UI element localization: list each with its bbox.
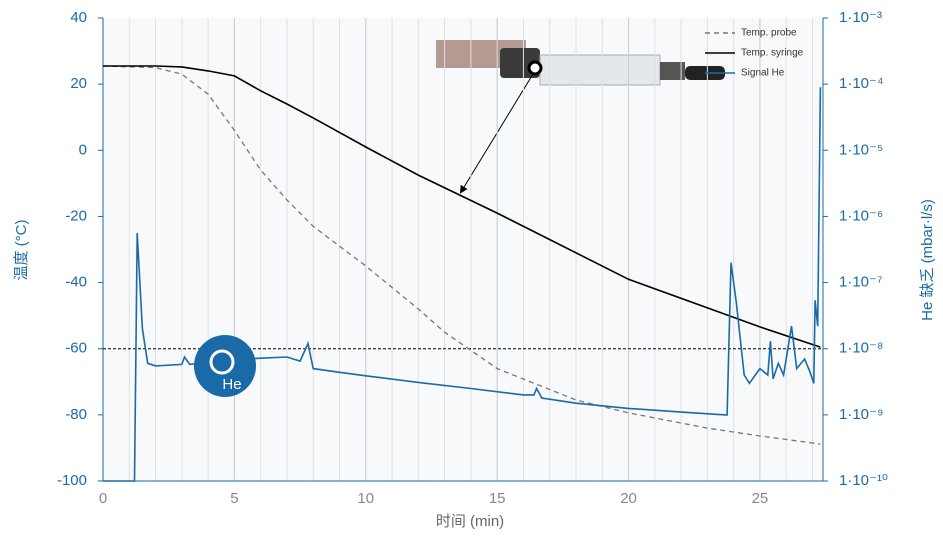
y-tick-label: -20	[65, 207, 87, 224]
icon-label: He	[222, 376, 241, 393]
series-line	[103, 65, 821, 348]
y2-tick-label: 1·10⁻⁷	[839, 274, 882, 291]
x-tick-label: 5	[230, 490, 238, 507]
x-tick-label: 15	[489, 490, 506, 507]
y2-tick-label: 1·10⁻¹⁰	[839, 472, 888, 489]
y-axis-label: 温度 (°C)	[13, 220, 30, 281]
x-tick-label: 0	[99, 490, 107, 507]
x-tick-label: 20	[620, 490, 637, 507]
y-tick-label: -100	[57, 472, 87, 489]
x-axis-label: 时间 (min)	[436, 513, 504, 530]
series-line	[103, 87, 822, 482]
y2-tick-label: 1·10⁻⁹	[839, 406, 883, 423]
he-icon: He	[194, 335, 256, 397]
y2-tick-label: 1·10⁻⁸	[839, 340, 883, 357]
y2-tick-label: 1·10⁻⁴	[839, 75, 883, 92]
y2-tick-label: 1·10⁻⁶	[839, 207, 883, 224]
y2-tick-label: 1·10⁻³	[839, 9, 882, 26]
plot-area	[103, 18, 823, 481]
x-tick-label: 25	[752, 490, 769, 507]
y-tick-label: 20	[70, 75, 87, 92]
icon-circle	[194, 335, 256, 397]
y-tick-label: -60	[65, 340, 87, 357]
y-tick-label: 40	[70, 9, 87, 26]
y2-axis-label: He 缺乏 (mbar·l/s)	[919, 199, 936, 321]
legend-label: Temp. syringe	[741, 48, 804, 59]
y-tick-label: -40	[65, 274, 87, 291]
series-line	[102, 65, 821, 445]
legend-label: Temp. probe	[741, 28, 797, 39]
x-tick-label: 10	[357, 490, 374, 507]
legend-label: Signal He	[741, 68, 785, 79]
y-tick-label: 0	[79, 141, 87, 158]
y-tick-label: -80	[65, 406, 87, 423]
icon-ring	[209, 349, 235, 375]
syringe-photo	[436, 40, 725, 86]
y2-tick-label: 1·10⁻⁵	[839, 141, 883, 158]
